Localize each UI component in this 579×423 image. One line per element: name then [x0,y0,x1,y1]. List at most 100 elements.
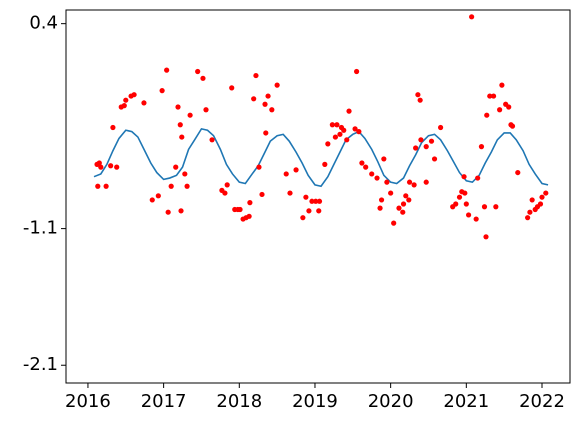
scatter-point [168,183,174,189]
scatter-point [463,201,469,207]
scatter-point [453,201,459,207]
y-tick-label: -1.1 [23,218,58,239]
x-tick-label: 2019 [292,391,338,412]
scatter-point [229,85,235,91]
scatter-point [388,190,394,196]
scatter-point [483,234,489,240]
scatter-point [329,122,335,128]
scatter-point [406,179,413,185]
scatter-point [251,96,257,102]
scatter-point [478,144,485,150]
scatter-point [543,190,549,196]
scatter-point [346,108,352,114]
x-tick-label: 2018 [216,391,262,412]
scatter-point [269,107,275,113]
scatter-point [247,200,253,206]
scatter-point [374,175,380,181]
scatter-point [274,82,280,88]
scatter-point [353,68,360,75]
scatter-point [195,68,201,75]
scatter-point [108,163,114,169]
scatter-point [203,107,209,113]
scatter-point [253,72,259,79]
scatter-point [378,197,385,203]
scatter-point [473,216,479,222]
scatter-point [96,160,102,166]
x-tick-label: 2016 [65,391,111,412]
scatter-point [287,190,293,196]
axes-frame [65,9,571,384]
scatter-point [114,164,120,170]
scatter-point [363,164,369,170]
scatter-point [178,208,184,214]
scatter-point [316,198,323,204]
scatter-point [527,209,533,215]
scatter-point [381,156,387,162]
scatter-point [423,179,429,185]
scatter-point [159,88,165,94]
scatter-point [222,190,228,196]
x-tick-label: 2022 [519,391,565,412]
scatter-point [437,124,444,131]
scatter-point [493,204,499,210]
scatter-point [475,175,481,181]
scatter-point [325,141,331,147]
scatter-point [265,93,271,99]
scatter-point [377,205,383,211]
scatter-point [256,164,262,170]
scatter-point [262,101,268,107]
scatter-point [123,97,129,103]
scatter-point [283,171,289,177]
scatter-point [415,92,421,98]
scatter-point [497,107,503,113]
scatter-point [461,174,467,180]
scatter-point [352,126,358,132]
scatter-point [537,201,544,207]
scatter-point [487,93,493,99]
scatter-point [369,171,375,177]
scatter-point [182,171,188,177]
trend-line [93,127,549,188]
scatter-point [177,122,183,128]
scatter-point [428,138,435,144]
scatter-point [406,197,412,203]
scatter-point [539,194,545,200]
scatter-point [179,134,185,140]
scatter-point [187,112,193,118]
plot-area [66,10,570,383]
scatter-point [332,134,339,140]
scatter-point [322,161,328,167]
scatter-point [173,164,179,170]
scatter-point [344,137,350,143]
scatter-point [300,215,306,221]
scatter-point [293,167,299,173]
scatter-point [103,183,109,189]
scatter-point [400,209,406,215]
scatter-point [165,209,171,215]
scatter-point [164,67,170,73]
scatter-point [110,124,116,131]
scatter-point [499,82,505,88]
scatter-point [465,212,472,218]
scatter-point [462,190,468,196]
scatter-point [490,93,497,99]
scatter-point [515,169,521,176]
scatter-point [413,145,419,151]
scatter-point [209,137,215,143]
scatter-point [121,103,127,109]
scatter-point [423,144,429,150]
scatter-point [155,193,161,199]
scatter-point [263,130,269,136]
scatter-point [359,160,365,166]
scatter-point [259,191,265,198]
scatter-point [224,182,230,188]
scatter-point [175,104,181,110]
scatter-point [184,183,190,189]
scatter-point [384,179,390,185]
scatter-point [396,205,402,211]
scatter-point [98,164,104,170]
scatter-point [309,198,315,204]
scatter-point [341,127,347,133]
